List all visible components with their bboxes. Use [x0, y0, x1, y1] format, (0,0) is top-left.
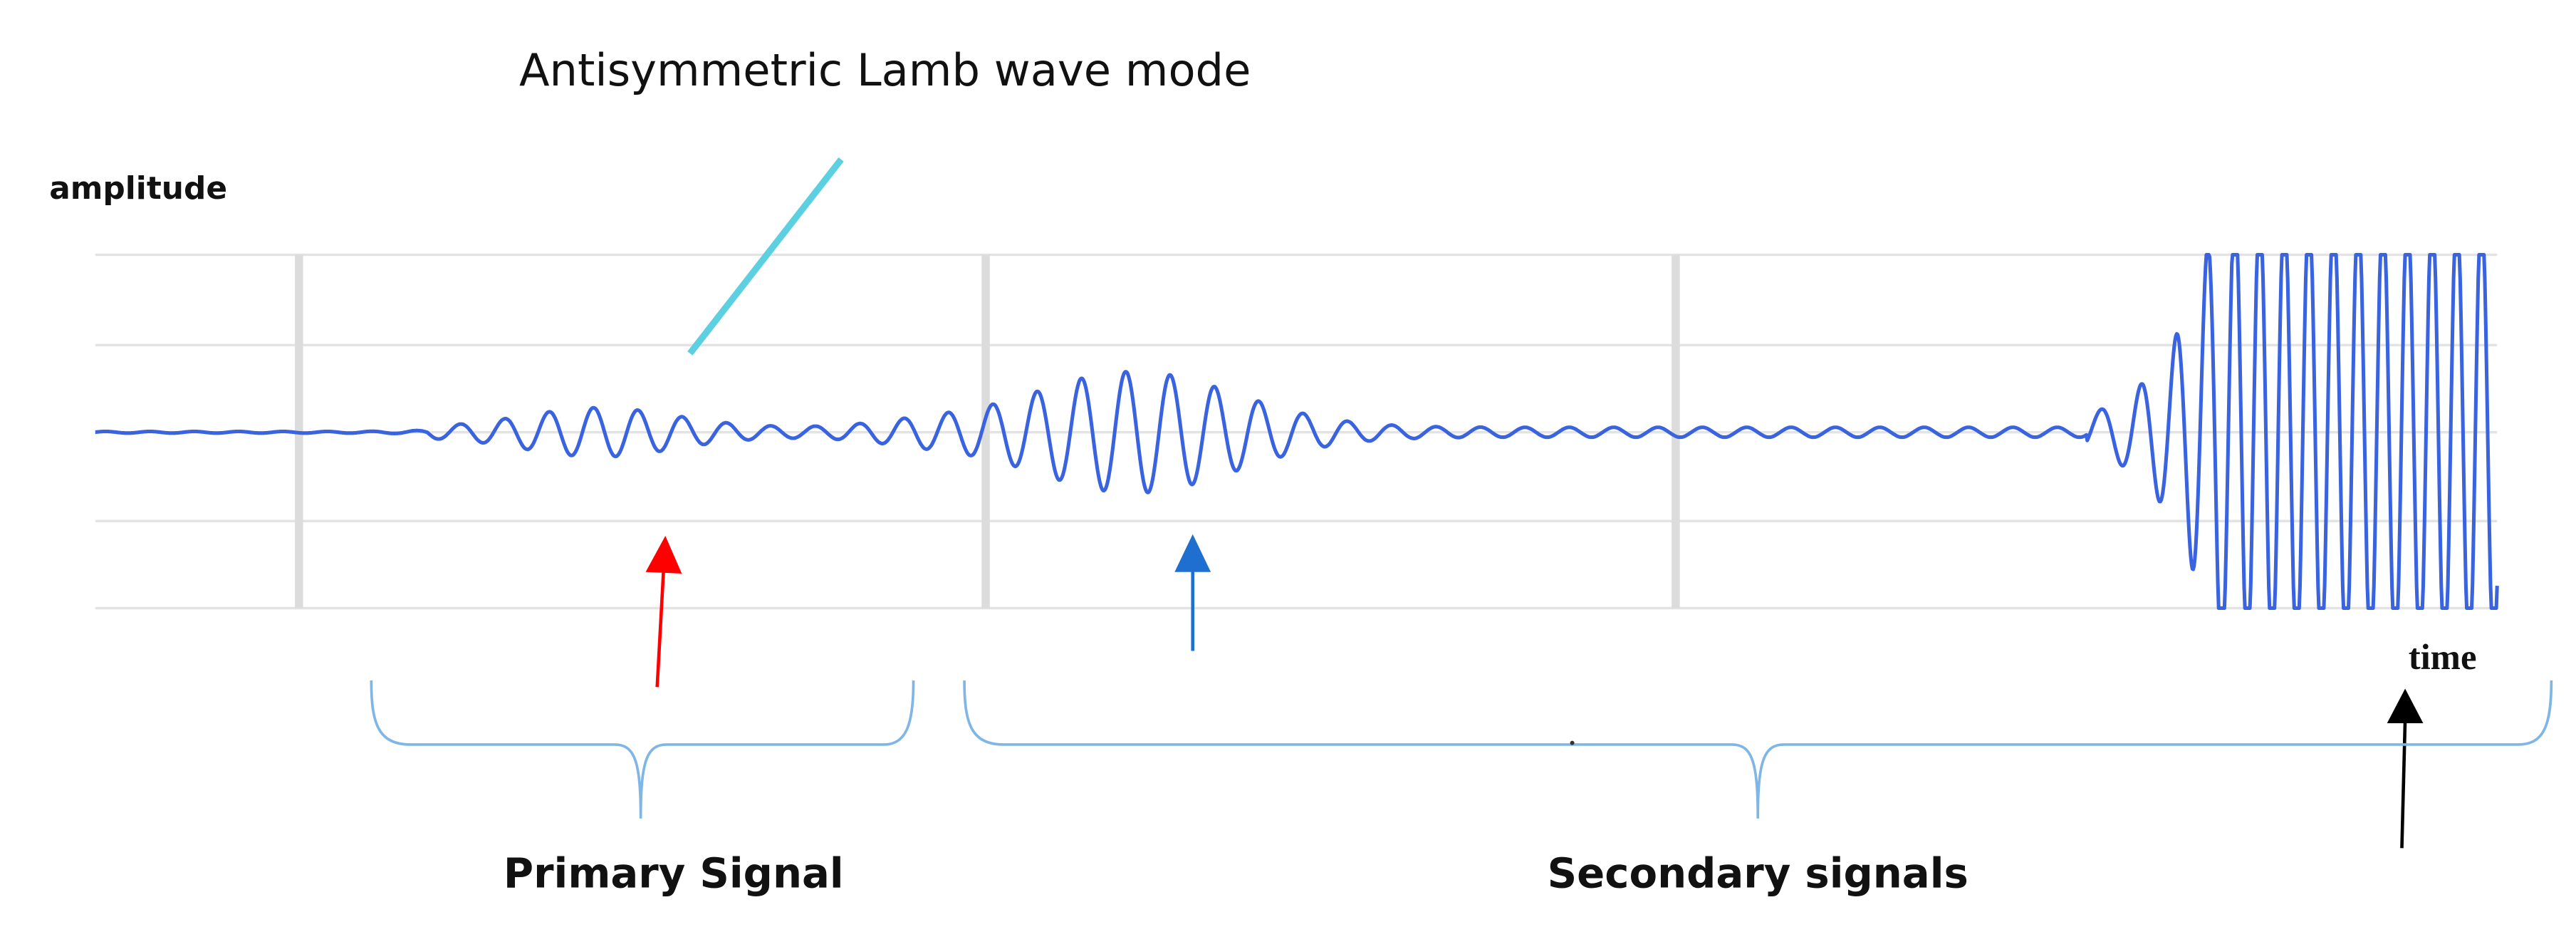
- region-label: Secondary signals: [1548, 849, 1968, 898]
- grid: [95, 253, 2498, 610]
- arrow-shaft: [2400, 720, 2407, 849]
- annotation-label: Antisymmetric Lamb wave mode: [519, 44, 1251, 96]
- dot: [1570, 740, 1575, 745]
- annotation-pointer: [687, 157, 844, 356]
- arrow-head: [1174, 534, 1211, 572]
- arrow-head: [645, 535, 682, 574]
- region-label: Primary Signal: [504, 849, 844, 898]
- y-axis-label: amplitude: [49, 170, 227, 207]
- x-axis-label: time: [2409, 637, 2477, 677]
- arrows: [645, 534, 2424, 849]
- arrow-shaft: [655, 566, 666, 688]
- arrow-head: [2387, 688, 2424, 723]
- brace: [370, 680, 915, 819]
- braces: [370, 680, 2553, 819]
- waveform: [94, 253, 2499, 611]
- brace: [963, 680, 2553, 819]
